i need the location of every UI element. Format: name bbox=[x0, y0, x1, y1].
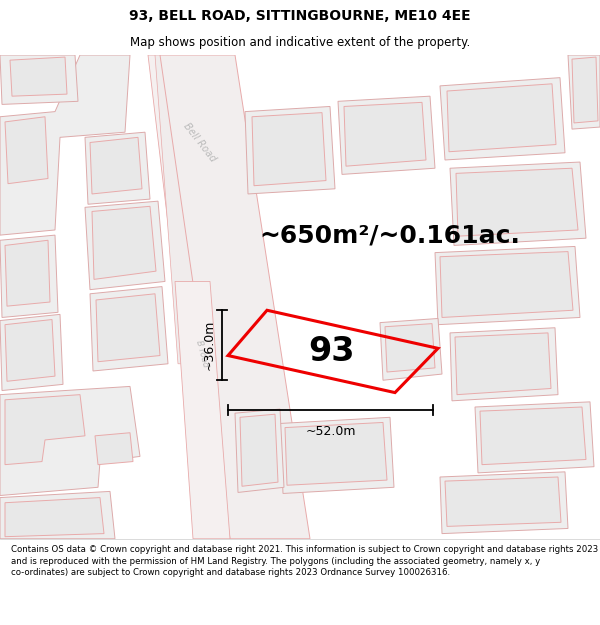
Polygon shape bbox=[92, 206, 156, 279]
Polygon shape bbox=[0, 491, 115, 539]
Text: 93, BELL ROAD, SITTINGBOURNE, ME10 4EE: 93, BELL ROAD, SITTINGBOURNE, ME10 4EE bbox=[129, 9, 471, 24]
Polygon shape bbox=[90, 287, 168, 371]
Polygon shape bbox=[175, 281, 230, 539]
Polygon shape bbox=[285, 422, 387, 485]
Text: ~36.0m: ~36.0m bbox=[203, 320, 216, 371]
Polygon shape bbox=[0, 314, 63, 391]
Polygon shape bbox=[160, 55, 310, 539]
Polygon shape bbox=[10, 57, 67, 96]
Polygon shape bbox=[0, 235, 58, 318]
Polygon shape bbox=[5, 319, 55, 381]
Polygon shape bbox=[447, 84, 556, 152]
Polygon shape bbox=[240, 414, 278, 486]
Polygon shape bbox=[5, 394, 85, 464]
Polygon shape bbox=[5, 117, 48, 184]
Polygon shape bbox=[480, 407, 586, 464]
Polygon shape bbox=[338, 96, 435, 174]
Polygon shape bbox=[572, 57, 598, 123]
Polygon shape bbox=[440, 472, 568, 534]
Polygon shape bbox=[96, 294, 160, 362]
Polygon shape bbox=[445, 477, 561, 526]
Text: B road: B road bbox=[194, 339, 210, 368]
Text: Contains OS data © Crown copyright and database right 2021. This information is : Contains OS data © Crown copyright and d… bbox=[11, 545, 598, 578]
Polygon shape bbox=[455, 333, 551, 394]
Polygon shape bbox=[85, 201, 165, 289]
Polygon shape bbox=[435, 246, 580, 324]
Polygon shape bbox=[0, 55, 130, 235]
Polygon shape bbox=[380, 319, 442, 380]
Polygon shape bbox=[385, 324, 435, 372]
Text: Map shows position and indicative extent of the property.: Map shows position and indicative extent… bbox=[130, 36, 470, 49]
Polygon shape bbox=[245, 106, 335, 194]
Polygon shape bbox=[0, 55, 78, 104]
Polygon shape bbox=[475, 402, 594, 473]
Text: 93: 93 bbox=[309, 335, 355, 368]
Polygon shape bbox=[344, 102, 426, 166]
Polygon shape bbox=[440, 78, 565, 160]
Polygon shape bbox=[0, 386, 140, 496]
Polygon shape bbox=[85, 132, 150, 204]
Polygon shape bbox=[280, 418, 394, 494]
Polygon shape bbox=[5, 240, 50, 306]
Polygon shape bbox=[235, 409, 284, 492]
Text: ~52.0m: ~52.0m bbox=[305, 424, 356, 438]
Polygon shape bbox=[440, 252, 573, 318]
Polygon shape bbox=[95, 432, 133, 464]
Text: Bell Road: Bell Road bbox=[182, 121, 218, 164]
Polygon shape bbox=[252, 112, 326, 186]
Polygon shape bbox=[456, 168, 578, 236]
Polygon shape bbox=[450, 162, 586, 246]
Polygon shape bbox=[148, 55, 245, 240]
Polygon shape bbox=[90, 138, 142, 194]
Polygon shape bbox=[568, 55, 600, 129]
Polygon shape bbox=[155, 55, 250, 364]
Text: ~650m²/~0.161ac.: ~650m²/~0.161ac. bbox=[260, 223, 520, 247]
Polygon shape bbox=[450, 328, 558, 401]
Polygon shape bbox=[5, 498, 104, 537]
